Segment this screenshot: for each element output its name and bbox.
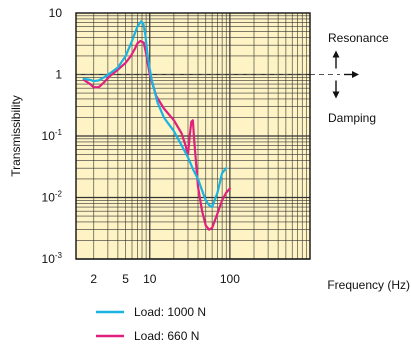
- y-tick-label: 10-2: [42, 190, 63, 205]
- right-arrow-icon: [352, 71, 359, 78]
- up-arrow-icon: [332, 50, 340, 58]
- damping-annotation: Damping: [328, 111, 376, 125]
- y-tick-label: 1: [55, 68, 62, 82]
- x-tick-labels: 2 5 10 100: [90, 272, 240, 286]
- y-tick-label: 10-3: [42, 251, 63, 266]
- down-arrow-icon: [332, 91, 340, 99]
- y-tick-label: 10-1: [42, 128, 63, 143]
- series-group: [82, 20, 231, 231]
- series-line-0: [82, 20, 228, 209]
- series-line-1: [82, 39, 231, 231]
- x-axis-label: Frequency (Hz): [327, 278, 410, 292]
- plot-frame: [75, 12, 311, 260]
- legend-label-660n: Load: 660 N: [134, 329, 199, 343]
- x-tick-label: 5: [122, 272, 129, 286]
- y-axis-label: Transmissibility: [9, 95, 23, 177]
- x-tick-label: 10: [143, 272, 157, 286]
- y-tick-labels: 10 1 10-1 10-2 10-3: [42, 6, 63, 266]
- legend-label-1000n: Load: 1000 N: [134, 305, 206, 319]
- grid: [76, 13, 310, 260]
- direction-arrows: [332, 50, 359, 99]
- y-tick-label: 10: [49, 6, 63, 20]
- resonance-annotation: Resonance: [328, 31, 389, 45]
- x-tick-label: 100: [220, 272, 240, 286]
- legend: Load: 1000 N Load: 660 N: [96, 305, 206, 343]
- x-tick-label: 2: [90, 272, 97, 286]
